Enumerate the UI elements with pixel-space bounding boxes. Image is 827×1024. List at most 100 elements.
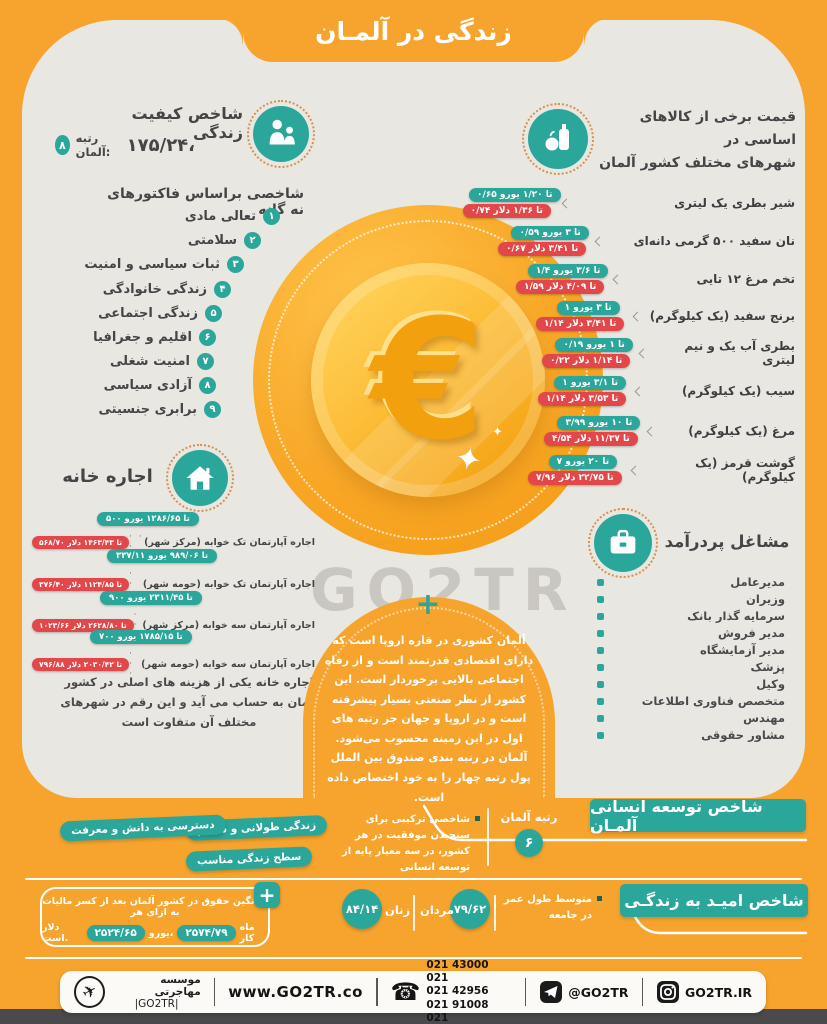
phone-numbers: 021 43000 021 021 42956 021 91008 021 xyxy=(426,959,511,1024)
job-label: وزیران xyxy=(746,592,785,606)
euro-price-badge: ۰/۵۹ تا ۳ یورو xyxy=(511,226,589,240)
germany-rank-label: رتبه آلمان: xyxy=(75,131,111,159)
rent-item-label: اجاره آپارتمان تک خوابه (حومه شهر) xyxy=(142,578,315,590)
footer-divider xyxy=(524,978,527,1006)
price-badges: ۱/۴ تا ۳/۶ یورو ۱/۵۹ تا ۴/۰۹ دلار xyxy=(516,264,609,294)
quality-of-life-medal xyxy=(247,100,315,168)
price-item-name: بطری آب یک و نیم لیتری xyxy=(684,339,795,367)
price-item-row: ۳/۹۹ تا ۱۰ یورو ۴/۵۴ تا ۱۱/۳۷ دلار مرغ (… xyxy=(544,416,795,446)
factor-label: زندگی اجتماعی xyxy=(98,306,198,321)
title-tab: زندگی در آلمـان xyxy=(217,0,610,62)
job-item: پزشک xyxy=(597,660,785,674)
factor-item: امنیت شغلی ۷ xyxy=(110,353,214,370)
vertical-divider xyxy=(487,808,489,866)
page-title: زندگی در آلمـان xyxy=(315,16,512,46)
website-link[interactable]: www.GO2TR.co xyxy=(228,983,363,1001)
germany-rank-badge: ۸ xyxy=(55,135,70,155)
hdi-description-text: شاخصی ترکیبی برای سنجیدن موفقیت در هر کش… xyxy=(342,814,470,873)
factor-label: اقلیم و جغرافیا xyxy=(93,330,192,345)
chevron-left-icon xyxy=(632,311,643,321)
salary-text-line2: ماه کار ۲۵۷۴/۷۹ یورو، ۲۵۲۴/۶۵ دلار است. xyxy=(42,922,268,944)
price-item-name: سیب (یک کیلوگرم) xyxy=(681,384,795,398)
prices-heading-line1: قیمت برخی از کالاهای اساسی در xyxy=(639,109,796,149)
euro-price-badge: ۱/۴ تا ۳/۶ یورو xyxy=(527,264,609,278)
euro-price-badge: ۷ تا ۲۰ یورو xyxy=(548,455,618,469)
factor-number-badge: ۱ xyxy=(263,208,280,225)
euro-coin: € xyxy=(311,263,545,497)
rent-dollar-badge: ۵۶۸/۷۰ تا ۱۴۶۳/۴۳ دلار xyxy=(32,535,130,549)
rent-dollar-badge: ۱۰۲۳/۶۶ تا ۲۶۲۸/۸۰ دلار xyxy=(32,618,134,632)
square-bullet-icon xyxy=(597,646,604,654)
rent-euro-badge: ۹۰۰ تا ۲۳۱۱/۴۵ یورو xyxy=(100,591,202,605)
square-bullet-icon xyxy=(597,680,604,688)
vertical-divider xyxy=(494,895,496,931)
job-item: وزیران xyxy=(597,592,785,606)
phone-block: ☎ 021 43000 021 021 42956 021 91008 021 xyxy=(391,959,512,1024)
rent-item-row: اجاره آپارتمان تک خوابه (حومه شهر) · · ·… xyxy=(32,569,315,599)
price-item-row: ۰/۶۵ تا ۱/۲۰ یورو ۰/۷۴ تا ۱/۳۶ دلار شیر … xyxy=(462,188,795,218)
briefcase-icon xyxy=(594,514,652,572)
factor-item: آزادی سیاسی ۸ xyxy=(104,377,216,394)
jobs-medal xyxy=(588,508,658,578)
factor-label: آزادی سیاسی xyxy=(103,378,192,393)
men-label: مردان xyxy=(420,903,454,917)
quality-score-row: ۱۷۵/۲۴، رتبه آلمان: ۸ xyxy=(55,131,195,159)
job-label: مدیر فروش xyxy=(718,626,785,640)
quality-heading: شاخص کیفیت زندگی xyxy=(131,104,244,142)
rent-item-row: اجاره آپارتمان سه خوابه (حومه شهر) · · ·… xyxy=(32,649,315,679)
chevron-left-icon xyxy=(630,465,641,475)
chevron-left-icon xyxy=(646,426,657,436)
factor-number-badge: ۲ xyxy=(244,232,261,249)
rent-medal xyxy=(166,444,234,512)
instagram-block[interactable]: GO2TR.IR xyxy=(656,980,752,1004)
euro-price-badge: ۰/۶۵ تا ۱/۲۰ یورو xyxy=(469,188,561,202)
hdi-description: شاخصی ترکیبی برای سنجیدن موفقیت در هر کش… xyxy=(328,812,480,876)
euro-price-badge: ۳/۹۹ تا ۱۰ یورو xyxy=(557,416,641,430)
chevron-left-icon xyxy=(561,198,571,208)
job-item: مدیر فروش xyxy=(597,626,785,640)
salary-text-line1: میانگین حقوق در کشور آلمان بعد از کسر ما… xyxy=(42,896,268,918)
vertical-divider xyxy=(413,895,415,931)
dollar-price-badge: ۱/۱۴ تا ۳/۵۳ دلار xyxy=(538,392,627,406)
footer-divider xyxy=(376,978,378,1006)
dollar-price-badge: ۷/۹۶ تا ۲۲/۷۵ دلار xyxy=(528,471,622,485)
telegram-block[interactable]: @GO2TR xyxy=(539,980,629,1004)
price-item-row: ۰/۵۹ تا ۳ یورو ۰/۶۷ تا ۳/۴۱ دلار نان سفی… xyxy=(498,226,795,256)
rent-euro-badge: ۵۰۰ تا ۱۲۸۶/۶۵ یورو xyxy=(97,512,199,526)
phone-icon: ☎ xyxy=(390,978,421,1006)
rent-item-label: اجاره آپارتمان تک خوابه (مرکز شهر) xyxy=(144,536,315,548)
price-item-row: ۱/۴ تا ۳/۶ یورو ۱/۵۹ تا ۴/۰۹ دلار تخم مر… xyxy=(516,264,795,294)
dots-connector: · · · xyxy=(129,532,144,552)
life-expectancy-description-text: متوسط طول عمر در جامعه xyxy=(503,894,592,921)
dollar-price-badge: ۱/۵۹ تا ۴/۰۹ دلار xyxy=(516,280,605,294)
salary-euro-badge: ۲۵۷۴/۷۹ xyxy=(177,925,236,941)
square-bullet-icon xyxy=(597,731,604,739)
men-life-expectancy-value: ۷۹/۶۲ xyxy=(450,889,490,929)
about-germany-text: آلمان کشوری در قاره اروپا است که دارای ا… xyxy=(324,634,534,804)
dollar-price-badge: ۰/۷۴ تا ۱/۳۶ دلار xyxy=(462,204,551,218)
factor-item: سلامتی ۲ xyxy=(188,232,261,249)
rent-heading: اجاره خانه xyxy=(62,466,153,487)
chevron-left-icon xyxy=(634,386,645,396)
price-badges: ۰/۵۹ تا ۳ یورو ۰/۶۷ تا ۳/۴۱ دلار xyxy=(498,226,590,256)
factor-item: زندگی اجتماعی ۵ xyxy=(98,305,222,322)
price-item-row: ۱ تا ۳/۱ یورو ۱/۱۴ تا ۳/۵۳ دلار سیب (یک … xyxy=(538,376,795,406)
rent-euro-badge: ۳۳۷/۱۱ تا ۹۸۹/۰۶ یورو xyxy=(107,549,218,563)
dots-connector: · · · xyxy=(129,649,134,679)
price-badges: ۱ تا ۳ یورو ۱/۱۴ تا ۳/۴۱ دلار xyxy=(536,301,628,331)
hdi-rank-block: رتبه آلمان ۶ xyxy=(500,810,558,857)
instagram-icon xyxy=(657,981,679,1003)
telegram-icon xyxy=(540,981,563,1003)
square-bullet-icon xyxy=(597,578,604,586)
salary-dollar-label: دلار است. xyxy=(42,922,69,944)
job-label: وکیل xyxy=(756,677,785,691)
price-badges: ۰/۱۹ تا ۱ یورو ۰/۲۲ تا ۱/۱۴ دلار xyxy=(542,338,634,368)
dollar-price-badge: ۰/۲۲ تا ۱/۱۴ دلار xyxy=(542,354,631,368)
people-icon xyxy=(253,106,309,162)
job-label: مشاور حقوقی xyxy=(701,728,785,742)
factor-number-badge: ۷ xyxy=(197,353,214,370)
factor-label: امنیت شغلی xyxy=(110,354,190,369)
price-item-row: ۷ تا ۲۰ یورو ۷/۹۶ تا ۲۲/۷۵ دلار گوشت قرم… xyxy=(528,455,795,485)
hdi-rank-label: رتبه آلمان xyxy=(500,810,558,824)
